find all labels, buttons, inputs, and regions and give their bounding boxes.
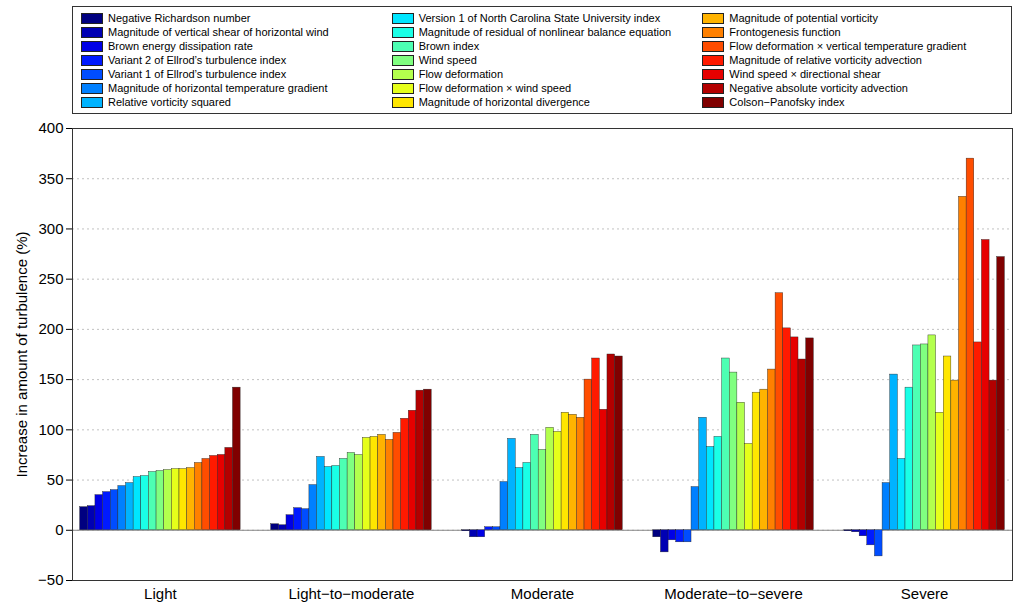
svg-text:Severe: Severe	[901, 585, 949, 602]
html-text:Colson−Panofsky index: Colson−Panofsky index	[729, 96, 845, 108]
html-text:Brown index: Brown index	[418, 40, 480, 52]
svg-text:−50: −50	[38, 571, 63, 588]
html-text:Relative vorticity squared: Relative vorticity squared	[108, 96, 231, 108]
html-text:Wind speed × directional shear: Wind speed × directional shear	[729, 68, 881, 80]
html-text:Flow deformation × vertical te: Flow deformation × vertical temperature …	[729, 40, 967, 52]
svg-text:Light−to−moderate: Light−to−moderate	[288, 585, 414, 602]
svg-text:Increase in amount of turbulen: Increase in amount of turbulence (%)	[13, 232, 30, 478]
html-text:Version 1 of North Carolina St: Version 1 of North Carolina State Univer…	[418, 12, 661, 24]
html-text:Brown energy dissipation rate: Brown energy dissipation rate	[108, 40, 253, 52]
html-text:Magnitude of relative vorticit: Magnitude of relative vorticity advectio…	[729, 54, 922, 66]
svg-text:50: 50	[47, 471, 64, 488]
html-text:Magnitude of vertical shear of: Magnitude of vertical shear of horizonta…	[108, 26, 329, 38]
svg-text:400: 400	[38, 119, 63, 136]
svg-text:200: 200	[38, 320, 63, 337]
html-text:Negative Richardson number: Negative Richardson number	[108, 12, 251, 24]
svg-text:Moderate−to−severe: Moderate−to−severe	[664, 585, 802, 602]
html-text:Magnitude of horizontal diverg: Magnitude of horizontal divergence	[418, 96, 590, 108]
html-text:Flow deformation × wind speed: Flow deformation × wind speed	[418, 82, 572, 94]
svg-text:150: 150	[38, 370, 63, 387]
svg-text:350: 350	[38, 170, 63, 187]
html-text:Magnitude of potential vortici: Magnitude of potential vorticity	[729, 12, 878, 24]
svg-text:300: 300	[38, 220, 63, 237]
html-text:Magnitude of residual of nonli: Magnitude of residual of nonlinear balan…	[418, 26, 672, 38]
html-text:Variant 1 of Ellrod’s turbulen: Variant 1 of Ellrod’s turbulence index	[108, 68, 287, 80]
html-text:Negative absolute vorticity ad: Negative absolute vorticity advection	[729, 82, 908, 94]
html-text:Wind speed: Wind speed	[418, 54, 477, 66]
svg-text:0: 0	[55, 521, 63, 538]
svg-text:Moderate: Moderate	[511, 585, 574, 602]
svg-text:Light: Light	[144, 585, 177, 602]
html-text:Frontogenesis function: Frontogenesis function	[729, 26, 841, 38]
html-text:Magnitude of horizontal temper: Magnitude of horizontal temperature grad…	[108, 82, 328, 94]
svg-text:250: 250	[38, 270, 63, 287]
svg-text:100: 100	[38, 421, 63, 438]
html-text:Variant 2 of Ellrod’s turbulen: Variant 2 of Ellrod’s turbulence index	[108, 54, 287, 66]
html-text:Flow deformation: Flow deformation	[418, 68, 503, 80]
